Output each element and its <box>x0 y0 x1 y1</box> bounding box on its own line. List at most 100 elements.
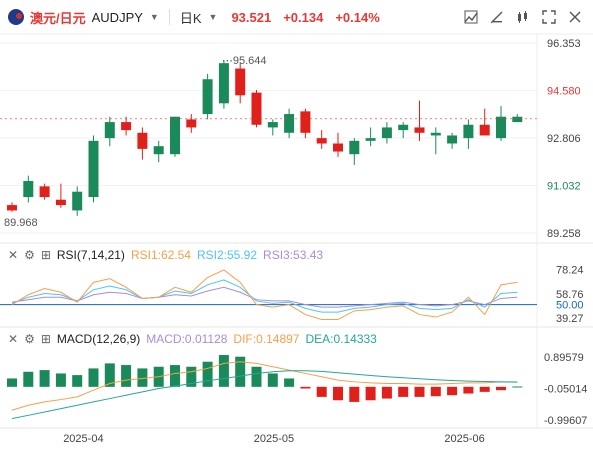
macd-histogram-bar <box>251 366 262 387</box>
macd-histogram-bar <box>300 386 311 389</box>
candle-body <box>153 146 164 155</box>
candle-body <box>88 140 99 198</box>
candle-body <box>316 138 327 144</box>
macd-y-tick: -0.05014 <box>544 384 587 396</box>
macd-histogram-bar <box>55 373 66 387</box>
dif-line <box>11 361 518 411</box>
candle-body <box>202 79 213 115</box>
price-change-percent: +0.14% <box>335 9 380 25</box>
candle-body <box>251 92 262 125</box>
candle-body <box>186 119 197 128</box>
macd-histogram-bar <box>463 386 474 394</box>
candle-body <box>496 116 506 139</box>
rsi-panel-header: ✕ ⚙ ⊞ RSI(7,14,21) RSI1:62.54 RSI2:55.92… <box>0 245 323 265</box>
candle-body <box>512 116 523 123</box>
macd-histogram-bar <box>430 386 441 397</box>
candle-body <box>479 124 490 136</box>
candle-body <box>300 111 311 133</box>
drawing-icon[interactable] <box>487 7 507 27</box>
candle-body <box>7 205 17 211</box>
low-price-label: 89.968 <box>4 217 38 229</box>
checkbox-icon[interactable]: ⊞ <box>40 332 51 346</box>
macd-histogram-bar <box>316 386 327 397</box>
candle-body <box>284 114 295 133</box>
price-change: +0.134 <box>283 9 324 25</box>
indicator-icon[interactable] <box>461 7 481 27</box>
macd-histogram-bar <box>447 386 458 396</box>
rsi1-line <box>11 269 518 321</box>
y-tick-label: 94.580 <box>547 85 581 97</box>
candle-body <box>447 135 458 144</box>
y-tick-label: 89.258 <box>547 228 581 240</box>
dea-value: DEA:0.14333 <box>305 332 377 346</box>
candle-body <box>137 132 148 149</box>
toolbar <box>461 7 585 27</box>
rsi-y-tick: 50.00 <box>556 300 584 312</box>
x-axis-label: 2025-04 <box>63 433 103 445</box>
macd-y-tick: -0.99607 <box>544 415 587 427</box>
rsi-y-tick: 58.76 <box>556 289 584 301</box>
macd-panel-header: ✕ ⚙ ⊞ MACD(12,26,9) MACD:0.01128 DIF:0.1… <box>0 329 377 349</box>
fullscreen-icon[interactable] <box>539 7 559 27</box>
currency-flag-icon <box>8 9 24 25</box>
macd-histogram-bar <box>333 386 343 401</box>
pair-name-cn[interactable]: 澳元/日元 <box>30 10 86 26</box>
macd-indicator-name: MACD(12,26,9) <box>56 332 141 346</box>
candle-body <box>381 127 392 139</box>
rsi3-value: RSI3:53.43 <box>263 248 324 262</box>
candle-body <box>55 199 66 206</box>
macd-histogram-bar <box>72 375 83 387</box>
rsi1-value: RSI1:62.54 <box>130 248 191 262</box>
macd-value: MACD:0.01128 <box>146 332 228 346</box>
settings-icon[interactable]: ⚙ <box>24 332 35 346</box>
close-icon[interactable] <box>565 7 585 27</box>
candle-body <box>398 124 409 131</box>
candle-body <box>430 132 441 136</box>
x-axis-label: 2025-05 <box>254 433 294 445</box>
candle-body <box>121 122 132 131</box>
candle-body <box>39 186 50 198</box>
settings-icon[interactable]: ⚙ <box>24 248 35 262</box>
y-tick-label: 91.032 <box>547 180 581 192</box>
rsi-indicator-name: RSI(7,14,21) <box>56 248 125 262</box>
macd-histogram-bar <box>104 363 115 387</box>
candle-body <box>414 127 425 133</box>
macd-histogram-bar <box>7 378 17 387</box>
macd-histogram-bar <box>23 371 34 387</box>
chevron-down-icon[interactable]: ▼ <box>149 12 159 22</box>
checkbox-icon[interactable]: ⊞ <box>40 248 51 262</box>
candle-body <box>170 116 180 155</box>
macd-histogram-bar <box>88 368 99 387</box>
rsi2-line <box>11 279 518 313</box>
x-axis-label: 2025-06 <box>444 433 484 445</box>
candle-body <box>235 68 246 96</box>
pair-code[interactable]: AUDJPY <box>91 9 143 25</box>
close-icon[interactable]: ✕ <box>8 332 19 346</box>
macd-histogram-bar <box>284 378 295 387</box>
timeframe-chevron-icon[interactable]: ▼ <box>208 12 218 22</box>
macd-histogram-bar <box>414 386 425 397</box>
macd-histogram-bar <box>365 386 376 401</box>
close-icon[interactable]: ✕ <box>8 248 19 262</box>
candle-body <box>23 180 34 198</box>
macd-histogram-bar <box>398 386 409 397</box>
macd-histogram-bar <box>39 370 50 387</box>
macd-y-tick: 0.89579 <box>544 352 584 364</box>
candle-body <box>333 143 343 152</box>
timeframe-selector[interactable]: 日K <box>179 10 202 26</box>
dif-value: DIF:0.14897 <box>233 332 300 346</box>
macd-histogram-bar <box>170 365 180 387</box>
macd-histogram-bar <box>496 386 506 391</box>
macd-histogram-bar <box>218 355 229 387</box>
rsi-y-tick: 78.24 <box>556 265 584 277</box>
candle-type-icon[interactable] <box>513 7 533 27</box>
candle-body <box>104 122 115 139</box>
high-price-label: ⋯95.644 <box>222 55 267 67</box>
macd-histogram-bar <box>235 356 246 387</box>
macd-histogram-bar <box>121 365 132 387</box>
current-price: 93.521 <box>231 9 272 25</box>
candle-body <box>365 138 376 141</box>
macd-histogram-bar <box>381 386 392 399</box>
rsi2-value: RSI2:55.92 <box>196 248 258 262</box>
